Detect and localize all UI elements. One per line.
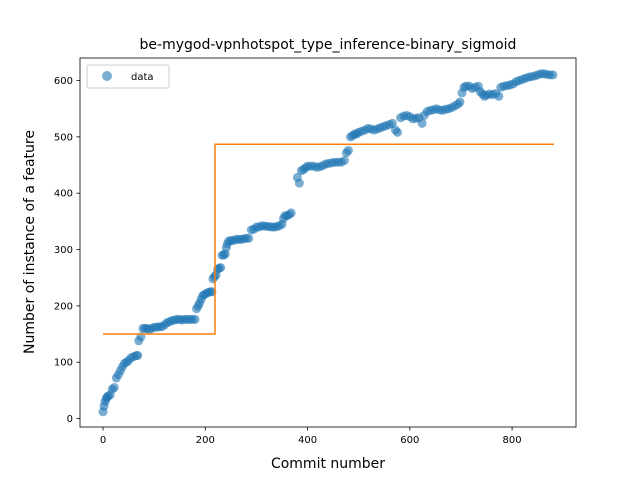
x-tick-label: 600 xyxy=(400,435,419,446)
x-tick-label: 400 xyxy=(298,435,317,446)
data-point xyxy=(294,178,304,188)
data-point xyxy=(548,70,558,80)
x-tick-label: 200 xyxy=(196,435,215,446)
legend: data xyxy=(86,64,170,89)
data-point xyxy=(455,97,465,107)
fit-layer xyxy=(103,143,555,335)
data-point xyxy=(387,118,397,128)
data-point xyxy=(417,118,427,128)
x-tick-label: 0 xyxy=(100,435,106,446)
data-point xyxy=(494,91,504,101)
legend-label-data: data xyxy=(131,72,154,83)
y-tick-label: 600 xyxy=(54,76,73,87)
legend-marker-data xyxy=(102,71,112,81)
y-tick-label: 500 xyxy=(54,132,73,143)
data-point xyxy=(216,263,226,273)
y-tick-label: 100 xyxy=(54,358,73,369)
y-tick-label: 300 xyxy=(54,245,73,256)
y-axis-label: Number of instance of a feature xyxy=(22,130,38,354)
plot-area xyxy=(80,58,576,427)
legend-box xyxy=(86,64,170,89)
data-point xyxy=(207,287,217,297)
data-point xyxy=(244,233,254,243)
data-point xyxy=(343,145,353,155)
data-point xyxy=(339,156,349,166)
x-tick-label: 800 xyxy=(503,435,522,446)
y-tick-label: 0 xyxy=(67,414,73,425)
y-tick-label: 200 xyxy=(54,301,73,312)
data-point xyxy=(109,383,119,393)
y-axis: 0 100 200 300 400 500 600 xyxy=(54,76,80,425)
x-axis: 0 200 400 600 800 xyxy=(100,427,522,446)
data-layer xyxy=(98,69,558,417)
x-axis-label: Commit number xyxy=(271,456,385,472)
data-point xyxy=(286,208,296,218)
fit-line xyxy=(103,143,555,335)
data-point xyxy=(393,127,403,137)
y-tick-label: 400 xyxy=(54,189,73,200)
plot-frame xyxy=(79,57,577,428)
chart-title: be-mygod-vpnhotspot_type_inference-binar… xyxy=(140,37,517,53)
data-point xyxy=(190,314,200,324)
data-point xyxy=(133,350,143,360)
